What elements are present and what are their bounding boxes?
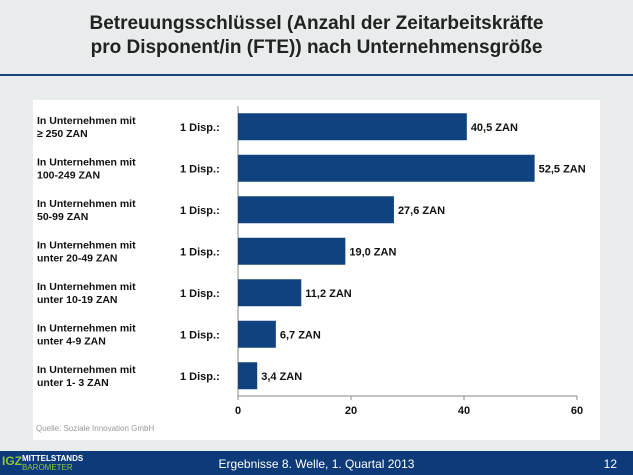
bar [238, 237, 346, 265]
bar [238, 113, 467, 141]
bar [238, 320, 276, 348]
bar [238, 362, 258, 390]
category-label: unter 4-9 ZAN [37, 335, 106, 347]
logo-text-1: MITTELSTANDS [22, 454, 84, 463]
data-label: 6,7 ZAN [280, 329, 321, 341]
prefix-label: 1 Disp.: [180, 163, 220, 175]
prefix-label: 1 Disp.: [180, 246, 220, 258]
x-tick-label: 0 [235, 405, 241, 417]
footer: IGZ MITTELSTANDS BAROMETER Ergebnisse 8.… [0, 451, 633, 475]
x-tick-label: 20 [345, 405, 357, 417]
footer-text: Ergebnisse 8. Welle, 1. Quartal 2013 [218, 457, 415, 471]
data-label: 52,5 ZAN [539, 163, 586, 175]
category-label: In Unternehmen mit [37, 156, 136, 168]
x-tick-label: 60 [571, 405, 583, 417]
data-label: 19,0 ZAN [349, 246, 396, 258]
title-divider [0, 74, 633, 76]
page-number: 12 [603, 457, 617, 471]
source-note: Quelle: Soziale Innovation GmbH [36, 424, 155, 433]
category-label: unter 10-19 ZAN [37, 294, 118, 306]
category-label: ≥ 250 ZAN [37, 128, 88, 140]
title-line-2: pro Disponent/in (FTE)) nach Unternehmen… [90, 37, 543, 58]
data-label: 3,4 ZAN [261, 371, 302, 383]
bar [238, 196, 394, 224]
category-label: 100-249 ZAN [37, 169, 100, 181]
category-label: 50-99 ZAN [37, 211, 88, 223]
category-label: In Unternehmen mit [37, 115, 136, 127]
x-tick-label: 40 [458, 405, 470, 417]
prefix-label: 1 Disp.: [180, 288, 220, 300]
data-label: 11,2 ZAN [305, 288, 352, 300]
category-label: unter 1- 3 ZAN [37, 377, 109, 389]
bar [238, 279, 302, 307]
prefix-label: 1 Disp.: [180, 371, 220, 383]
category-label: In Unternehmen mit [37, 364, 136, 376]
category-label: unter 20-49 ZAN [37, 252, 118, 264]
logo: IGZ [2, 454, 22, 468]
category-label: In Unternehmen mit [37, 322, 136, 334]
category-label: In Unternehmen mit [37, 198, 136, 210]
prefix-label: 1 Disp.: [180, 329, 220, 341]
title-line-1: Betreuungsschlüssel (Anzahl der Zeitarbe… [89, 13, 544, 34]
data-label: 40,5 ZAN [471, 122, 518, 134]
chart-title: Betreuungsschlüssel (Anzahl der Zeitarbe… [0, 12, 633, 60]
data-label: 27,6 ZAN [398, 205, 445, 217]
prefix-label: 1 Disp.: [180, 205, 220, 217]
logo-text-2: BAROMETER [22, 463, 73, 472]
category-label: In Unternehmen mit [37, 281, 136, 293]
prefix-label: 1 Disp.: [180, 122, 220, 134]
bar [238, 154, 535, 182]
category-label: In Unternehmen mit [37, 239, 136, 251]
